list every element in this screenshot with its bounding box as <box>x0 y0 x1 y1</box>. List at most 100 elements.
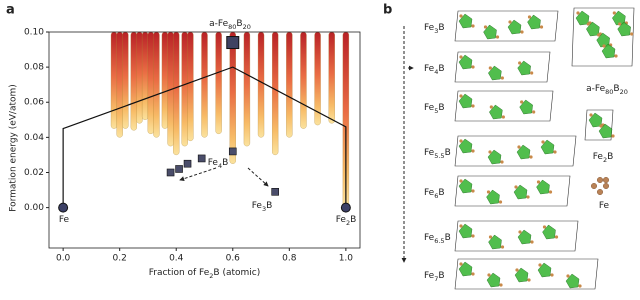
annotation: Fe <box>59 215 70 225</box>
y-tick-label: 0.00 <box>24 203 44 213</box>
y-tick-label: 0.02 <box>24 168 44 178</box>
cell <box>454 51 551 83</box>
atom <box>501 115 505 119</box>
octahedron <box>617 21 631 37</box>
structure-label: Fe3B <box>424 23 445 36</box>
cell <box>454 175 571 207</box>
atom <box>597 33 601 37</box>
structure-label-part: B <box>445 233 451 243</box>
amorphous-phase <box>226 36 240 50</box>
candidate-column <box>173 31 180 156</box>
atom <box>471 65 475 69</box>
atom <box>591 182 598 189</box>
octahedron <box>527 14 541 30</box>
atom <box>486 190 491 194</box>
panel-label: b <box>383 3 392 18</box>
structure-label: Fe7B <box>424 271 445 284</box>
atom <box>630 32 634 36</box>
atom <box>529 155 533 159</box>
structure-label-part: B <box>613 84 619 94</box>
crystal-phase <box>197 154 206 163</box>
atom <box>483 25 488 29</box>
octahedron <box>586 21 600 37</box>
octahedron <box>513 184 528 200</box>
atom <box>514 185 518 189</box>
candidate-column <box>153 31 160 138</box>
atom <box>586 22 590 26</box>
annotation: Fe2B <box>336 215 357 228</box>
arrow <box>179 167 217 182</box>
octahedron <box>507 19 522 35</box>
octahedron <box>458 93 473 109</box>
crystal-phase <box>228 147 237 156</box>
x-tick-label: 0.6 <box>226 254 241 264</box>
atom <box>539 25 544 29</box>
structure-label-part: Fe <box>424 64 435 74</box>
structure-label: Fe <box>599 201 610 211</box>
atom <box>471 104 475 108</box>
atom <box>487 273 491 277</box>
crystal-phase <box>166 168 175 177</box>
structure-label-part: 20 <box>620 88 628 96</box>
structure-label-part: 3 <box>434 27 438 35</box>
x-tick-label: 0.8 <box>282 254 297 264</box>
atom <box>459 224 463 228</box>
structure-label-part: Fe <box>424 23 435 33</box>
atom <box>597 188 604 195</box>
crystal-phase <box>175 165 183 173</box>
candidate-column <box>136 31 143 124</box>
atom <box>508 20 512 24</box>
annotation-part: a-Fe <box>209 19 228 29</box>
atom <box>536 180 541 184</box>
y-tick-label: 0.04 <box>24 133 44 143</box>
octahedron <box>517 229 532 245</box>
candidate-column <box>147 31 154 135</box>
structure-label: Fe2B <box>593 152 614 165</box>
candidate-column <box>141 31 149 120</box>
annotation-part: Fe <box>252 201 263 211</box>
annotation-part: 80 <box>228 23 236 31</box>
atom <box>578 284 582 288</box>
structure-label: Fe5B <box>424 103 445 116</box>
structure-label: a-Fe80B20 <box>586 84 628 97</box>
structure-label-part: 6.5 <box>434 237 444 245</box>
cell <box>454 135 577 167</box>
annotation-part: B <box>222 158 228 168</box>
structure-label-part: Fe <box>424 148 435 158</box>
octahedron <box>588 112 603 128</box>
atom <box>459 14 463 18</box>
octahedron <box>516 144 531 160</box>
atom <box>526 195 530 199</box>
atom <box>471 189 475 193</box>
candidate-column <box>300 31 307 129</box>
structure-label-part: B <box>438 271 444 281</box>
atom <box>597 176 604 183</box>
candidate-column <box>181 31 188 147</box>
annotation-part: 4 <box>218 162 222 170</box>
atom <box>471 234 475 238</box>
annotation: Fe3B <box>252 201 273 214</box>
structure-label-part: Fe <box>424 271 435 281</box>
octahedron <box>458 54 473 70</box>
plot-frame <box>48 31 361 249</box>
atom <box>527 15 532 19</box>
atom <box>602 44 606 48</box>
x-tick-label: 0.0 <box>56 254 71 264</box>
structure-label-part: 7 <box>434 275 438 283</box>
cell <box>571 7 635 67</box>
octahedron <box>488 65 502 81</box>
structure-label-part: 5 <box>434 107 438 115</box>
atom <box>603 182 610 189</box>
structure-label-part: B <box>445 148 451 158</box>
candidate-column <box>229 31 236 164</box>
y-tick-label: 0.10 <box>24 28 44 38</box>
structure-label-part: Fe <box>424 233 435 243</box>
atom <box>554 235 559 239</box>
candidate-column <box>130 31 137 131</box>
atom <box>459 179 463 183</box>
annotation-part: B <box>350 215 356 225</box>
atom <box>518 230 522 234</box>
octahedron <box>517 60 531 76</box>
structure-label-part: 6 <box>434 192 438 200</box>
